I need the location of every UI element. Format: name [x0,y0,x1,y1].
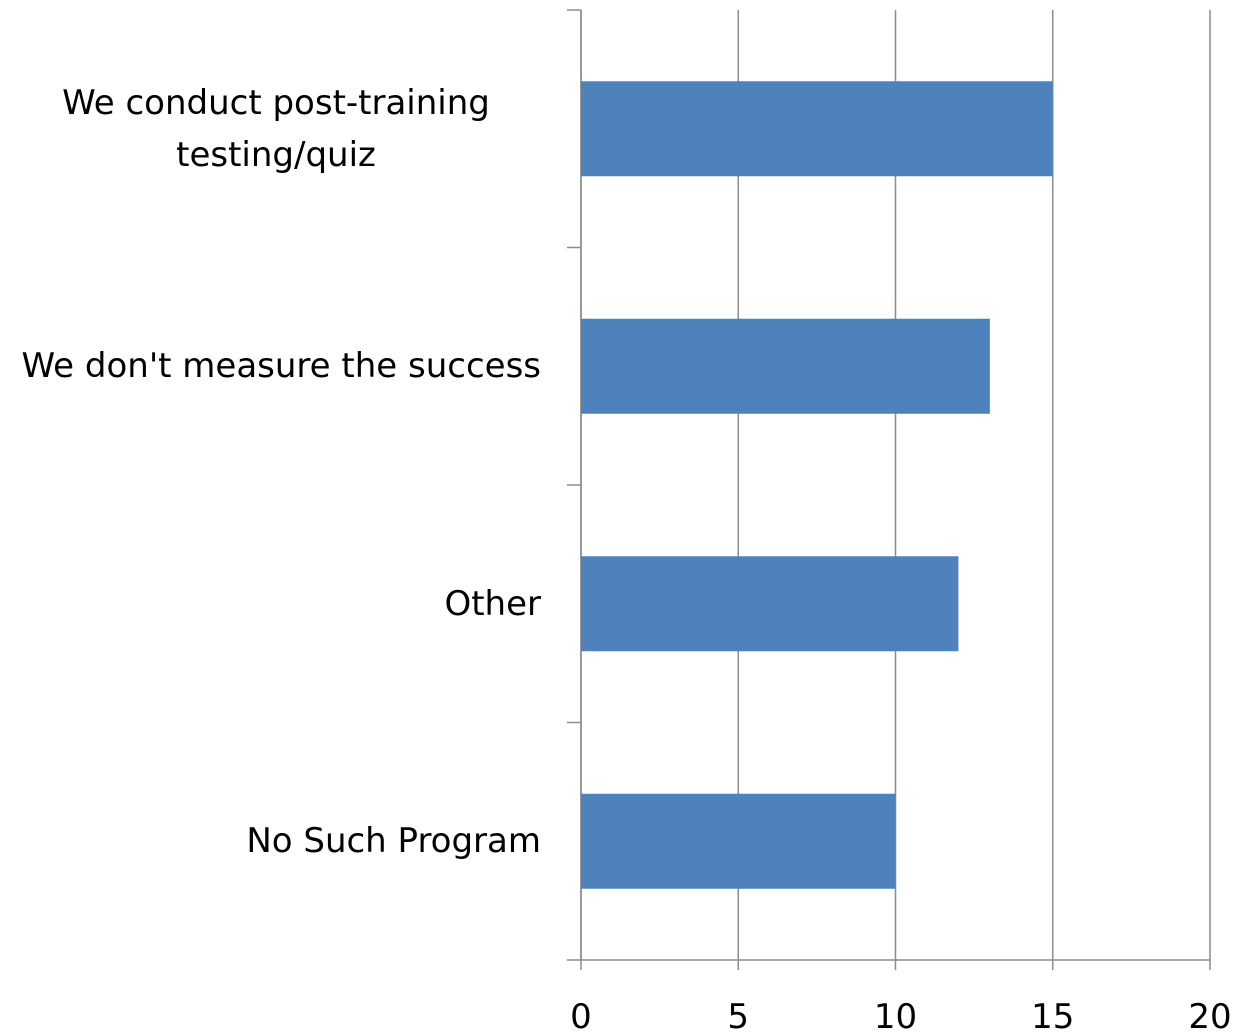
category-label: We don't measure the success [21,346,541,387]
y-tick-label: We don't measure the success [11,306,541,426]
x-tick-label: 0 [570,997,592,1032]
bar [581,318,990,414]
x-tick-label: 5 [727,997,749,1032]
bar [581,81,1053,177]
x-tick-label: 10 [874,997,917,1032]
y-tick-label: Other [11,544,541,664]
bar [581,793,896,889]
x-tick-label: 20 [1188,997,1231,1032]
category-label: No Such Program [246,821,541,862]
category-label: Other [444,583,541,624]
y-tick-label: No Such Program [11,781,541,901]
category-label: We conduct post-training testing/quiz [62,82,490,175]
y-tick-label: We conduct post-training testing/quiz [11,69,541,189]
bar [581,556,959,652]
x-tick-label: 15 [1031,997,1074,1032]
